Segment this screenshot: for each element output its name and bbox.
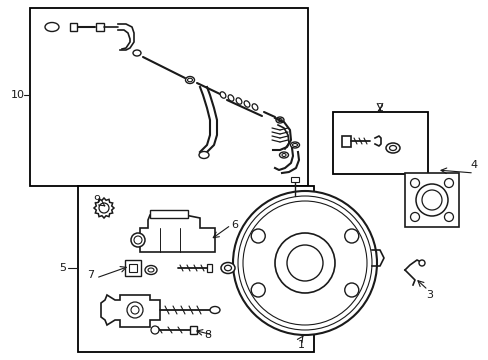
Polygon shape [404, 173, 458, 227]
Bar [290, 177, 298, 182]
Text: 7: 7 [87, 270, 94, 280]
Circle shape [344, 283, 358, 297]
Ellipse shape [199, 152, 208, 158]
Ellipse shape [282, 153, 285, 157]
Text: 2: 2 [376, 103, 383, 113]
Text: 4: 4 [469, 160, 477, 170]
Circle shape [444, 179, 452, 188]
Circle shape [410, 212, 419, 221]
Ellipse shape [292, 144, 297, 147]
Ellipse shape [209, 306, 220, 314]
Circle shape [243, 201, 366, 325]
Text: 10: 10 [11, 90, 25, 100]
Circle shape [286, 245, 323, 281]
Ellipse shape [278, 118, 282, 122]
Polygon shape [94, 198, 114, 218]
Circle shape [274, 233, 334, 293]
Circle shape [131, 233, 145, 247]
Circle shape [410, 179, 419, 188]
Bar [96, 23, 104, 31]
Bar [332, 112, 427, 174]
Text: 9: 9 [93, 195, 101, 205]
Ellipse shape [279, 152, 288, 158]
Circle shape [131, 306, 139, 314]
Text: 3: 3 [426, 290, 433, 300]
Bar [70, 23, 77, 31]
Text: 5: 5 [60, 263, 66, 273]
Ellipse shape [252, 104, 257, 110]
Bar [190, 326, 197, 334]
Circle shape [344, 229, 358, 243]
Bar [341, 136, 350, 147]
Ellipse shape [389, 145, 396, 150]
Circle shape [251, 229, 264, 243]
Bar [125, 260, 141, 276]
Ellipse shape [290, 142, 299, 148]
Bar [206, 264, 212, 272]
Bar [129, 264, 137, 272]
Polygon shape [101, 295, 160, 327]
Ellipse shape [133, 50, 141, 56]
Ellipse shape [224, 265, 231, 271]
Ellipse shape [228, 95, 233, 101]
Ellipse shape [220, 92, 225, 98]
Circle shape [251, 283, 264, 297]
Ellipse shape [221, 262, 235, 274]
Circle shape [421, 190, 441, 210]
Circle shape [415, 184, 447, 216]
Circle shape [134, 236, 142, 244]
Circle shape [232, 191, 376, 335]
Text: 1: 1 [297, 340, 304, 350]
Circle shape [99, 203, 109, 213]
Circle shape [444, 212, 452, 221]
Text: 8: 8 [204, 330, 211, 340]
Ellipse shape [187, 78, 192, 82]
Circle shape [127, 302, 142, 318]
Ellipse shape [244, 101, 249, 107]
Ellipse shape [45, 22, 59, 31]
Ellipse shape [145, 266, 157, 274]
Polygon shape [140, 215, 215, 252]
Circle shape [238, 196, 371, 330]
Ellipse shape [236, 98, 242, 104]
Ellipse shape [185, 77, 194, 84]
Ellipse shape [385, 143, 399, 153]
Ellipse shape [148, 268, 154, 272]
Bar [78, 186, 313, 352]
Circle shape [151, 326, 159, 334]
Bar [150, 210, 187, 218]
Circle shape [418, 260, 424, 266]
Ellipse shape [275, 117, 284, 123]
Text: 6: 6 [231, 220, 238, 230]
Bar [30, 8, 307, 186]
